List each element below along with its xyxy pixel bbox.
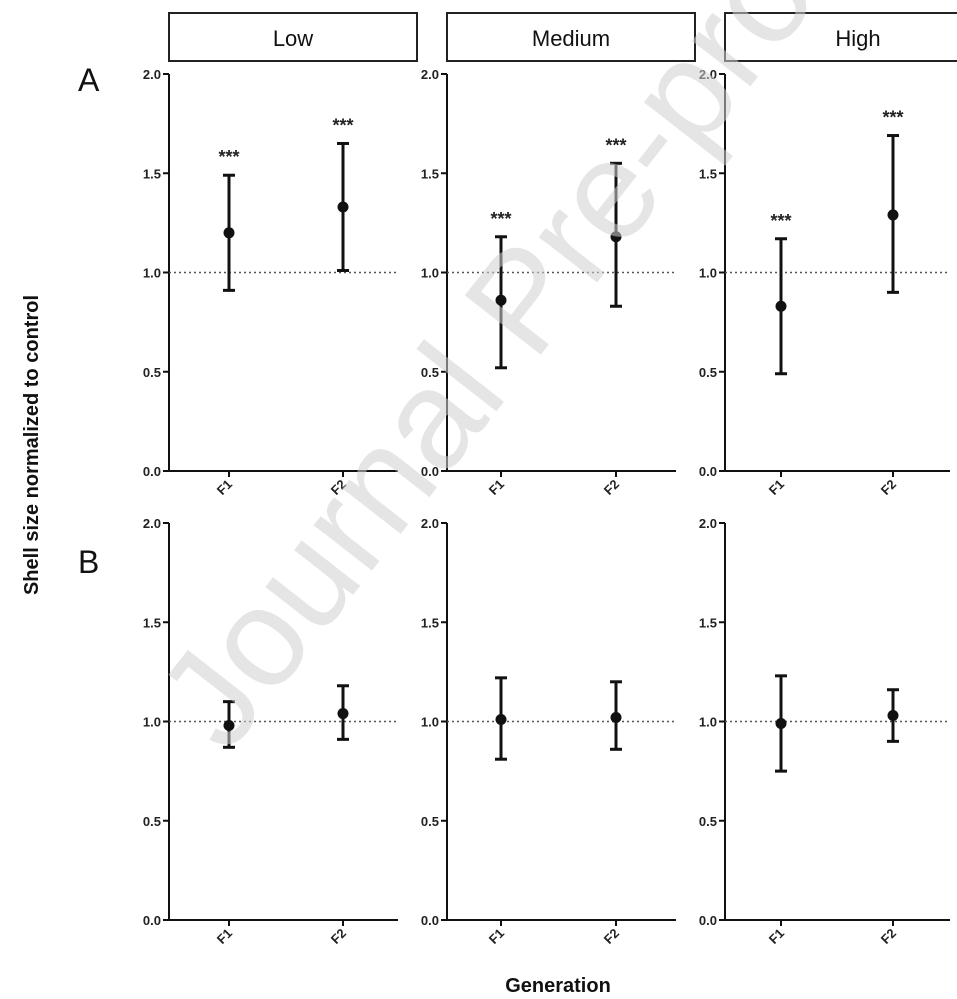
plot-a-high-x-tick-label: F2 — [878, 477, 899, 498]
plot-b-high-y-tick-label: 1.5 — [699, 615, 717, 630]
plot-a-low-y-tick-label: 1.5 — [143, 166, 161, 181]
plot-b-medium: 0.0 0.5 1.0 1.5 2.0 F1 F2 — [421, 516, 676, 947]
plot-b-high-y-tick-label: 2.0 — [699, 516, 717, 531]
plot-a-high-point — [887, 209, 899, 221]
plot-a-high-significance-label: *** — [770, 211, 791, 231]
plot-a-low-y-tick-label: 2.0 — [143, 67, 161, 82]
plot-a-medium-y-tick-label: 0.5 — [421, 365, 439, 380]
plot-b-low-point — [337, 708, 349, 720]
plot-b-high: 0.0 0.5 1.0 1.5 2.0 F1 F2 — [699, 516, 950, 947]
plot-b-medium-y-tick-label: 0.0 — [421, 913, 439, 928]
plot-b-medium-point — [610, 712, 622, 724]
panel-header-high-label: High — [835, 26, 880, 51]
watermark: Journal Pre-proof — [127, 0, 917, 775]
plot-b-high-point — [775, 717, 787, 729]
plot-b-high-x-tick-label: F2 — [878, 926, 899, 947]
plot-a-high-point — [775, 300, 787, 312]
plot-b-medium-x-tick-label: F2 — [601, 926, 622, 947]
plot-a-high-y-tick-label: 0.0 — [699, 464, 717, 479]
plot-a-medium-significance-label: *** — [605, 135, 626, 155]
plot-a-low-y-tick-label: 0.5 — [143, 365, 161, 380]
plot-a-low-y-tick-label: 0.0 — [143, 464, 161, 479]
x-axis-title: Generation — [505, 975, 611, 997]
plot-a-low-point — [223, 227, 235, 239]
plot-a-high-y-tick-label: 2.0 — [699, 67, 717, 82]
plot-a-high-y-tick-label: 0.5 — [699, 365, 717, 380]
plot-a-high: 0.0 0.5 1.0 1.5 2.0 F1 F2 *** *** — [699, 67, 950, 498]
plot-b-low-x-tick-label: F2 — [328, 926, 349, 947]
plot-b-medium-y-tick-label: 1.0 — [421, 715, 439, 730]
plot-a-low-x-tick-label: F1 — [214, 477, 235, 498]
plot-a-medium: 0.0 0.5 1.0 1.5 2.0 F1 F2 *** *** — [421, 67, 676, 498]
row-label-a: A — [78, 62, 100, 98]
plot-a-low-significance-label: *** — [332, 115, 353, 135]
plot-a-medium-x-tick-label: F2 — [601, 477, 622, 498]
plot-a-low: 0.00.51.01.52.0F1 F2****** — [143, 67, 398, 498]
plot-b-low: 0.0 0.5 1.0 1.5 2.0 F1 F2 — [143, 516, 398, 947]
plot-a-medium-y-tick-label: 0.0 — [421, 464, 439, 479]
plot-a-low-point — [337, 201, 349, 213]
plot-b-medium-point — [495, 714, 507, 726]
plot-a-medium-y-tick-label: 1.0 — [421, 266, 439, 281]
plot-b-low-y-tick-label: 1.0 — [143, 715, 161, 730]
panel-header-medium: Medium — [446, 12, 696, 62]
plot-a-medium-x-tick-label: F1 — [486, 477, 507, 498]
plots: 0.0 0.5 1.0 1.5 2.0 F1 F2 *** *** 0.0 0.5 1.0 1.5 2.0… — [143, 67, 950, 947]
plot-b-high-y-tick-label: 1.0 — [699, 715, 717, 730]
panel-header-low: Low — [168, 12, 418, 62]
plot-b-low-x-tick-label: F1 — [214, 926, 235, 947]
panel-header-high: High — [724, 12, 957, 62]
plot-a-medium-y-tick-label: 2.0 — [421, 67, 439, 82]
plot-b-medium-y-tick-label: 2.0 — [421, 516, 439, 531]
plot-b-low-y-tick-label: 1.5 — [143, 615, 161, 630]
plot-a-medium-y-tick-label: 1.5 — [421, 166, 439, 181]
plot-b-high-x-tick-label: F1 — [766, 926, 787, 947]
plot-a-high-x-tick-label: F1 — [766, 477, 787, 498]
plot-a-medium-significance-label: *** — [490, 209, 511, 229]
plot-b-medium-y-tick-label: 0.5 — [421, 814, 439, 829]
plot-a-low-y-tick-label: 1.0 — [143, 266, 161, 281]
plot-b-low-point — [223, 719, 235, 731]
row-label-b: B — [78, 544, 99, 580]
plot-b-low-y-tick-label: 2.0 — [143, 516, 161, 531]
plot-b-high-point — [887, 710, 899, 722]
plot-a-low-significance-label: *** — [218, 147, 239, 167]
plot-b-medium-x-tick-label: F1 — [486, 926, 507, 947]
plot-a-high-significance-label: *** — [882, 108, 903, 128]
panel-header-low-label: Low — [273, 26, 313, 51]
plot-b-medium-y-tick-label: 1.5 — [421, 615, 439, 630]
plot-b-low-y-tick-label: 0.0 — [143, 913, 161, 928]
plot-b-high-y-tick-label: 0.5 — [699, 814, 717, 829]
plot-a-high-y-tick-label: 1.0 — [699, 266, 717, 281]
y-axis-title: Shell size normalized to control — [21, 295, 43, 595]
plot-a-high-y-tick-label: 1.5 — [699, 166, 717, 181]
plot-b-high-y-tick-label: 0.0 — [699, 913, 717, 928]
plot-b-low-y-tick-label: 0.5 — [143, 814, 161, 829]
plot-a-medium-point — [495, 294, 507, 306]
plot-a-medium-point — [610, 231, 622, 243]
panel-header-medium-label: Medium — [532, 26, 610, 51]
